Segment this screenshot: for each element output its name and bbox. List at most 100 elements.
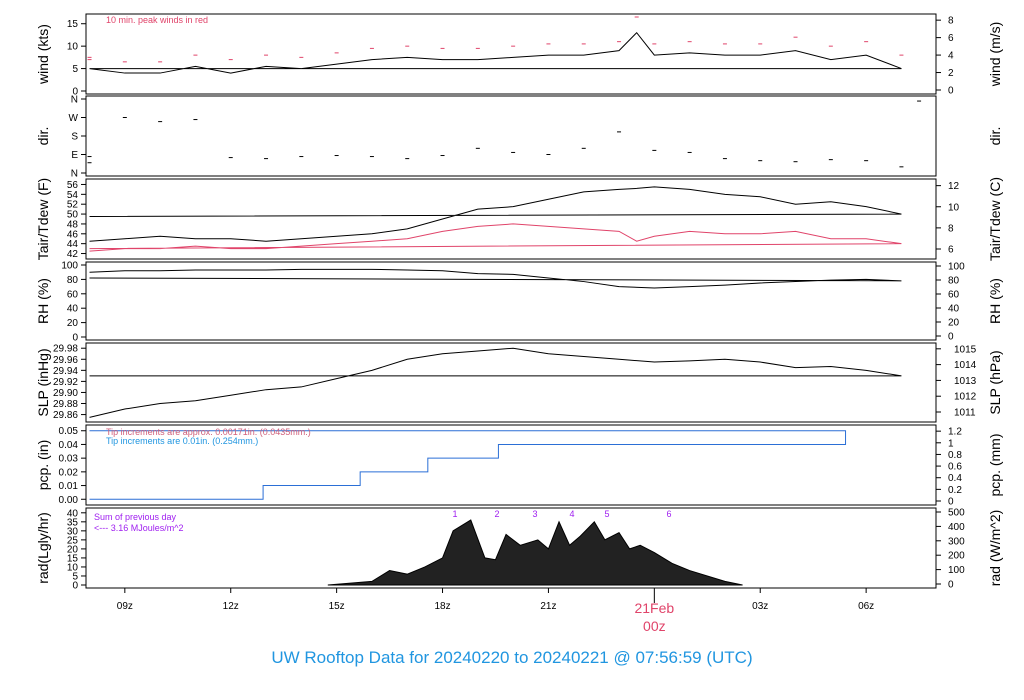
y-tick-label: 25 [67,535,79,546]
x-tick-label: 18z [434,601,450,612]
panel-frame [85,342,937,423]
chart-title: UW Rooftop Data for 20240220 to 20240221… [271,648,753,667]
panel-wind: wind (kts) wind (m/s) 0 5 10 15 0 2 4 6 8 10 min. p… [35,13,1003,98]
y-tick-label: 0 [72,87,78,98]
y-axis-label: wind (kts) [35,24,51,85]
y-tick-label-right: 1011 [954,408,976,419]
y-tick-label-right: 2 [948,68,954,79]
y-tick-label-right: 0.8 [948,450,962,461]
y-tick-label: N [71,95,78,106]
y-tick-label: 80 [67,275,79,286]
y-tick-label-right: 0 [948,86,954,97]
peak-wind-note: 10 min. peak winds in red [106,15,208,25]
x-tick-label: 03z [752,601,768,612]
y-tick-label: 20 [67,544,79,555]
y-tick-label-right: 1015 [954,344,977,355]
y-tick-label: S [71,132,78,143]
y-axis-label: rad(Lgly/hr) [35,512,51,584]
hour-mark: 2 [494,509,499,519]
y-tick-label: 40 [67,508,79,519]
y-tick-label: 42 [67,249,79,260]
y-tick-label-right: 1013 [954,376,977,387]
panel-frame [85,178,937,260]
y-axis-label-right: wind (m/s) [987,22,1003,88]
y-tick-label-right: 1 [948,438,954,449]
y-tick-label: 0.00 [59,495,79,506]
y-tick-label: 50 [67,210,79,221]
y-tick-label: 54 [67,190,79,201]
y-axis-label-right: SLP (hPa) [987,350,1003,414]
y-tick-label: 40 [67,304,79,315]
y-tick-label: E [71,150,78,161]
y-tick-label: 0 [72,581,78,592]
y-tick-label: 29.94 [53,366,78,377]
y-tick-label-right: 400 [948,522,965,533]
hour-mark: 6 [666,509,671,519]
rad-sum-value: <--- 3.16 MJoules/m^2 [94,523,184,533]
y-axis-label-right: RH (%) [987,278,1003,324]
panel-slp: SLP (inHg) SLP (hPa)29.8629.8829.9029.922… [35,342,1003,423]
panel-rh: RH (%) RH (%) 0 20 40 60 80 100 0 20 40 60 80 100 [35,261,1003,344]
panel-pcp: pcp. (in) pcp. (mm) 0.00 0.01 0.02 0.03 0.04 0.… [35,424,1003,508]
y-tick-label: 29.96 [53,355,78,366]
y-tick-label-right: 8 [948,16,954,27]
y-tick-label-right: 200 [948,551,965,562]
y-axis-label: RH (%) [35,278,51,324]
y-tick-label: 29.90 [53,388,78,399]
tip-note-old: Tip increments are approx. 0.00171in. (0… [106,427,311,437]
y-tick-label-right: 0 [948,580,954,591]
y-axis-label: SLP (inHg) [35,348,51,416]
y-tick-label: 35 [67,517,79,528]
hour-mark: 1 [452,509,457,519]
y-tick-label: 46 [67,229,79,240]
y-tick-label: 30 [67,526,79,537]
rad-sum-note: Sum of previous day [94,512,177,522]
tdew-line [89,223,902,252]
wind-line [89,31,902,74]
y-tick-label-right: 0.4 [948,473,962,484]
y-tick-label: 48 [67,219,79,230]
y-tick-label-right: 100 [948,262,965,273]
y-tick-label-right: 1.2 [948,427,962,438]
radiation-area [327,519,743,586]
y-tick-label-right: 6 [948,245,954,256]
x-tick-sublabel: 00z [643,618,666,634]
panel-frame [85,13,937,95]
y-tick-label: 60 [67,289,79,300]
y-tick-label-right: 12 [948,181,960,192]
y-tick-label-right: 10 [948,202,960,213]
hour-mark: 4 [569,509,574,519]
panel-rad: rad(Lgly/hr) rad (W/m^2)05101520253035400… [35,507,1003,592]
y-tick-label-right: 0.2 [948,485,962,496]
y-tick-label-right: 0.6 [948,462,962,473]
y-axis-label-right: dir. [987,127,1003,146]
x-tick-label: 12z [223,601,239,612]
y-tick-label: 56 [67,180,79,191]
y-tick-label: 0.05 [59,426,79,437]
y-tick-label: 29.98 [53,344,78,355]
y-tick-label: 0 [72,333,78,344]
y-tick-label: 0.03 [59,454,79,465]
y-tick-label-right: 100 [948,565,965,576]
panel-frame [85,261,937,341]
y-axis-label-right: Tair/Tdew (C) [987,177,1003,261]
y-tick-label-right: 0 [948,332,954,343]
y-tick-label-right: 300 [948,536,965,547]
rh-line [89,268,902,289]
slp-line [89,347,902,418]
y-tick-label: 0.04 [59,440,79,451]
tip-note-new: Tip increments are 0.01in. (0.254mm.) [106,436,258,446]
y-axis-label: dir. [35,127,51,146]
y-tick-label-right: 0 [948,497,954,508]
panel-frame [85,424,937,506]
y-tick-label: 5 [72,571,78,582]
y-tick-label-right: 500 [948,508,965,519]
x-tick-label: 21Feb [634,600,674,616]
x-tick-label: 06z [858,601,874,612]
y-tick-label: 10 [67,562,79,573]
y-axis-label: Tair/Tdew (F) [35,178,51,260]
x-tick-label: 21z [540,601,556,612]
